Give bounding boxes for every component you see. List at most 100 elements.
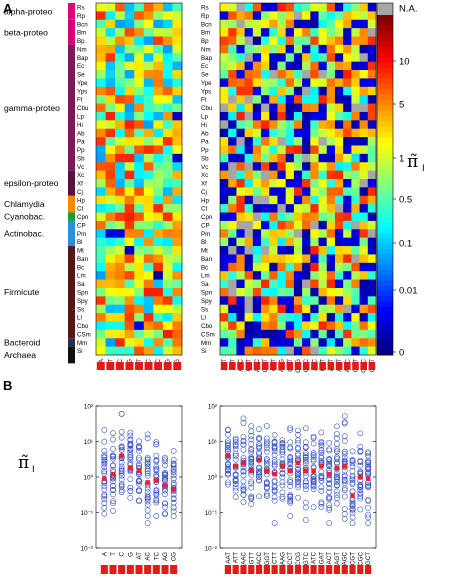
row-label: Bp (201, 38, 209, 45)
heatmap-cell (96, 179, 106, 188)
heatmap-cell (277, 3, 286, 12)
column-red-marker (115, 362, 124, 370)
category-label: ACT (326, 552, 333, 565)
heatmap-cell (228, 137, 237, 146)
heatmap-cell (351, 44, 360, 54)
heatmap-cell (261, 170, 270, 180)
heatmap-cell (359, 78, 369, 88)
heatmap-cell (367, 279, 377, 289)
heatmap-cell (302, 279, 311, 289)
colorbar-step (377, 238, 393, 244)
scatter-point (240, 472, 247, 479)
row-label: Ab (201, 130, 209, 137)
scatter-point (101, 483, 108, 490)
scatter-point (349, 481, 356, 488)
heatmap-cell (143, 86, 154, 96)
heatmap-cell (367, 271, 377, 280)
scatter-point (101, 491, 108, 498)
heatmap-cell (285, 120, 295, 130)
scatter-point (263, 440, 270, 447)
heatmap-cell (277, 212, 286, 222)
heatmap-cell (343, 271, 352, 280)
heatmap-cell (343, 145, 352, 155)
scatter-point (118, 487, 125, 494)
y-tick-label: 10¹ (208, 439, 217, 446)
heatmap-cell (162, 204, 173, 213)
heatmap-cell (134, 346, 145, 356)
scatter-point (101, 510, 108, 517)
column-red-marker (368, 362, 376, 370)
category-label: C (119, 551, 126, 556)
heatmap-cell (318, 321, 328, 331)
heatmap-cell (252, 53, 262, 62)
heatmap-cell (293, 346, 303, 356)
heatmap-cell (220, 28, 229, 37)
heatmap-cell (244, 162, 254, 171)
heatmap-cell (367, 237, 377, 247)
row-label: Sa (77, 281, 85, 288)
scatter-median (295, 460, 301, 466)
heatmap-cell (293, 237, 303, 247)
scatter-median (233, 464, 238, 469)
heatmap-cell (351, 346, 360, 356)
heatmap-cell (302, 120, 311, 130)
category-label: TC (153, 551, 160, 560)
category-label: AAG (279, 552, 286, 565)
heatmap-cell (244, 70, 254, 79)
heatmap-cell (318, 346, 328, 356)
scatter-point (349, 505, 356, 512)
scatter-point (256, 493, 262, 500)
heatmap-cell (334, 3, 344, 12)
scatter-point (110, 436, 116, 443)
heatmap-cell (172, 145, 183, 155)
colorbar-step (377, 163, 393, 170)
heatmap-cell (244, 220, 254, 230)
heatmap-cell (277, 271, 286, 280)
heatmap-cell (367, 287, 377, 297)
heatmap-cell (220, 19, 229, 29)
heatmap-cell (351, 28, 360, 37)
category-label: AT (136, 552, 143, 560)
colorbar-step (377, 200, 393, 207)
heatmap-cell (134, 321, 145, 331)
scatter-point (326, 480, 333, 487)
scatter-median (365, 476, 371, 481)
heatmap-cell (302, 36, 311, 46)
heatmap-cell (359, 170, 369, 180)
group-label: epsilon-proteo (4, 178, 59, 188)
heatmap-cell (252, 229, 262, 238)
heatmap-cell (153, 162, 164, 171)
heatmap-cell (367, 246, 377, 255)
heatmap-cell (244, 237, 254, 247)
heatmap-cell (310, 44, 319, 54)
heatmap-cell (277, 237, 286, 247)
row-label: Vc (77, 164, 84, 171)
heatmap-cell (343, 329, 352, 339)
scatter-point (365, 483, 372, 490)
heatmap-cell (236, 70, 245, 79)
y-tick-label: 10⁰ (83, 475, 93, 482)
heatmap-cell (228, 44, 237, 54)
heatmap-cell (293, 153, 303, 163)
row-label: Ec (201, 63, 208, 70)
heatmap-cell (367, 11, 377, 21)
heatmap-cell (105, 36, 116, 46)
heatmap-cell (228, 95, 237, 104)
scatter-point (127, 476, 134, 483)
heatmap-cell (134, 19, 145, 29)
heatmap-cell (172, 313, 183, 322)
heatmap-cell (326, 220, 336, 230)
heatmap-cell (244, 86, 254, 96)
scatter-point (341, 450, 348, 457)
colorbar-step (377, 285, 393, 292)
scatter-point (256, 471, 262, 478)
scatter-point (341, 476, 348, 483)
heatmap-cell (261, 70, 270, 79)
heatmap-cell (334, 95, 344, 104)
heatmap-cell (143, 78, 154, 88)
scatter-point (256, 449, 262, 456)
heatmap-cell (124, 162, 135, 171)
heatmap-cell (285, 279, 295, 289)
heatmap-cell (115, 262, 125, 272)
scatter-point (101, 454, 108, 460)
